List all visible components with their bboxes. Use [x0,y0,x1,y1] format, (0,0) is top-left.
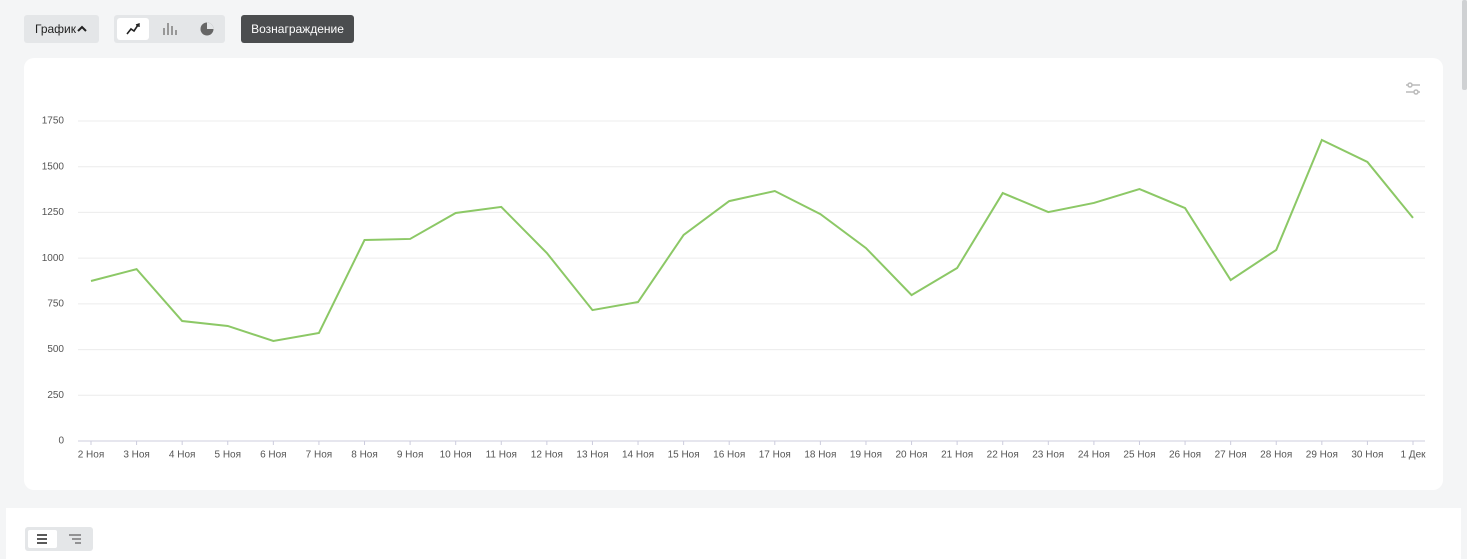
x-tick-label: 9 Ноя [397,450,424,461]
chart-toggle-label: График [35,22,76,36]
y-tick-label: 250 [47,390,64,401]
table-section [6,508,1461,559]
x-tick-label: 8 Ноя [351,450,378,461]
x-tick-label: 11 Ноя [486,450,517,461]
x-tick-label: 10 Ноя [440,450,472,461]
x-tick-label: 30 Ноя [1351,450,1383,461]
x-tick-label: 15 Ноя [668,450,700,461]
tree-view[interactable] [69,534,81,544]
x-tick-label: 18 Ноя [804,450,836,461]
x-tick-label: 23 Ноя [1032,450,1064,461]
x-tick-label: 14 Ноя [622,450,654,461]
view-toggle [25,527,93,551]
x-tick-label: 24 Ноя [1078,450,1110,461]
x-tick-label: 1 Дек [1400,450,1426,461]
x-tick-label: 27 Ноя [1215,450,1247,461]
y-tick-label: 0 [58,436,64,447]
x-tick-label: 21 Ноя [941,450,973,461]
x-tick-label: 22 Ноя [987,450,1019,461]
x-tick-label: 17 Ноя [759,450,791,461]
x-tick-label: 29 Ноя [1306,450,1338,461]
scrollbar[interactable] [1462,0,1467,90]
x-tick-label: 13 Ноя [576,450,608,461]
x-tick-label: 26 Ноя [1169,450,1201,461]
data-line [90,138,1414,343]
chart-toggle[interactable]: График [24,15,99,43]
x-tick-label: 6 Ноя [260,450,287,461]
chart-type-group [114,15,225,43]
y-tick-label: 750 [47,298,64,309]
chart: 0 250 500 750 1000 1250 1500 1750 2 Ноя 3 Ноя 4 Но… [42,82,1426,461]
line-type[interactable] [117,18,149,40]
x-tick-label: 28 Ноя [1260,450,1292,461]
x-tick-label: 7 Ноя [306,450,333,461]
x-tick-label: 4 Ноя [169,450,196,461]
x-tick-label: 19 Ноя [850,450,882,461]
chart-card [24,58,1443,490]
x-tick-label: 2 Ноя [78,450,105,461]
x-tick-label: 3 Ноя [123,450,150,461]
y-tick-label: 1250 [42,207,65,218]
x-tick-label: 16 Ноя [713,450,745,461]
y-tick-label: 1750 [42,116,65,127]
y-tick-label: 500 [47,344,64,355]
x-tick-label: 20 Ноя [895,450,927,461]
chart-type-icons [117,18,214,40]
chevron [77,25,87,32]
x-tick-label: 25 Ноя [1123,450,1155,461]
y-tick-label: 1500 [42,161,65,172]
x-tick-label: 12 Ноя [531,450,563,461]
y-tick-label: 1000 [42,253,65,264]
x-tick-label: 5 Ноя [214,450,241,461]
settings-icon[interactable] [1406,82,1420,95]
bar-type[interactable] [163,23,177,35]
reward-button[interactable]: Вознаграждение [241,15,354,43]
